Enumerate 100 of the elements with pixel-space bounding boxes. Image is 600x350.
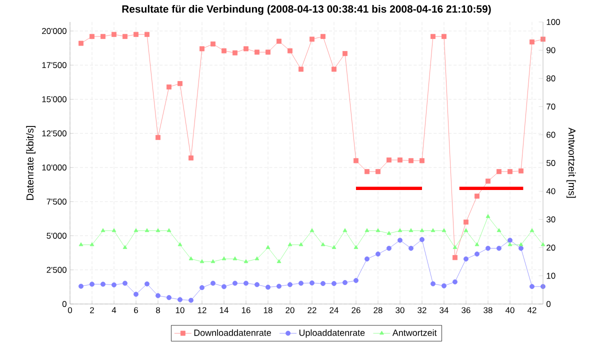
point (100, 34, 106, 39)
x-tick-label: 42 (527, 307, 536, 314)
point (100, 282, 106, 287)
legend-label: Downloaddatenrate (194, 329, 271, 336)
point (178, 297, 182, 302)
point (276, 259, 282, 264)
point (464, 228, 468, 232)
point (518, 168, 524, 174)
x-tick-label: 2 (90, 307, 94, 314)
point (342, 228, 348, 232)
point (518, 246, 524, 251)
point (222, 48, 226, 54)
point (156, 228, 160, 232)
point (288, 282, 292, 288)
x-tick-label: 16 (242, 307, 250, 314)
point (530, 228, 534, 232)
x-tick-label: 26 (352, 307, 360, 314)
point (320, 34, 326, 39)
point (386, 158, 392, 162)
x-tick-label: 38 (484, 307, 492, 314)
y-tick-label: 5'000 (46, 232, 66, 239)
x-tick-label: 14 (220, 307, 228, 314)
point (244, 259, 248, 264)
x-tick-label: 24 (330, 307, 338, 314)
x-tick-label: 34 (440, 307, 448, 314)
y-tick-label: 12'500 (42, 130, 66, 136)
point (156, 134, 160, 140)
point (254, 282, 260, 288)
point (442, 283, 446, 288)
x-tick-label: 6 (134, 307, 138, 314)
point (464, 256, 468, 262)
point (474, 194, 480, 199)
point (518, 242, 524, 246)
point (200, 259, 204, 264)
point (430, 281, 436, 286)
point (474, 242, 480, 246)
point (144, 228, 150, 232)
x-tick-label: 36 (462, 307, 470, 314)
point (134, 292, 138, 297)
point (364, 169, 370, 174)
point (442, 34, 446, 39)
point (178, 81, 182, 86)
point (320, 281, 326, 286)
point (420, 228, 424, 232)
point (178, 242, 182, 246)
x-tick-label: 22 (308, 307, 316, 314)
point (452, 245, 458, 249)
y-tick-label: 0 (62, 301, 66, 307)
point (188, 155, 194, 160)
point (442, 228, 446, 232)
point (486, 178, 490, 184)
point (298, 66, 304, 72)
y2-tick-label: 90 (546, 47, 556, 54)
y2-tick-label: 10 (546, 272, 556, 279)
point (496, 246, 502, 251)
point (398, 158, 402, 162)
point (210, 259, 216, 264)
point (420, 158, 424, 164)
x-tick-label: 18 (264, 307, 272, 314)
point (266, 50, 270, 55)
y-tick-label: 17'500 (42, 62, 66, 68)
point (166, 228, 172, 232)
point (508, 169, 512, 174)
point (408, 246, 414, 251)
point (232, 50, 238, 56)
point (508, 238, 512, 243)
point (342, 280, 348, 286)
point (188, 298, 194, 303)
point (188, 256, 194, 260)
y2-tick-label: 20 (546, 244, 556, 251)
y-tick-label: 15'000 (42, 96, 66, 102)
point (134, 32, 138, 37)
point (254, 50, 260, 55)
point (200, 46, 204, 52)
point (386, 246, 392, 251)
point (122, 245, 128, 249)
point (134, 228, 138, 232)
point (376, 228, 380, 232)
point (288, 242, 292, 246)
point (122, 280, 128, 286)
point (386, 231, 392, 235)
point (508, 242, 512, 246)
point (276, 38, 282, 44)
point (310, 280, 314, 286)
point (364, 228, 370, 232)
point (112, 228, 116, 232)
x-tick-label: 28 (374, 307, 382, 314)
point (452, 255, 458, 260)
point (222, 284, 226, 290)
point (90, 34, 94, 39)
point (342, 51, 348, 56)
point (222, 256, 226, 260)
x-tick-label: 4 (112, 307, 116, 314)
legend-label: Antwortzeit (392, 329, 437, 336)
y2-tick-label: 30 (546, 216, 556, 222)
x-tick-label: 30 (396, 307, 404, 314)
point (430, 228, 436, 232)
point (266, 245, 270, 249)
point (530, 284, 534, 290)
point (332, 245, 336, 249)
